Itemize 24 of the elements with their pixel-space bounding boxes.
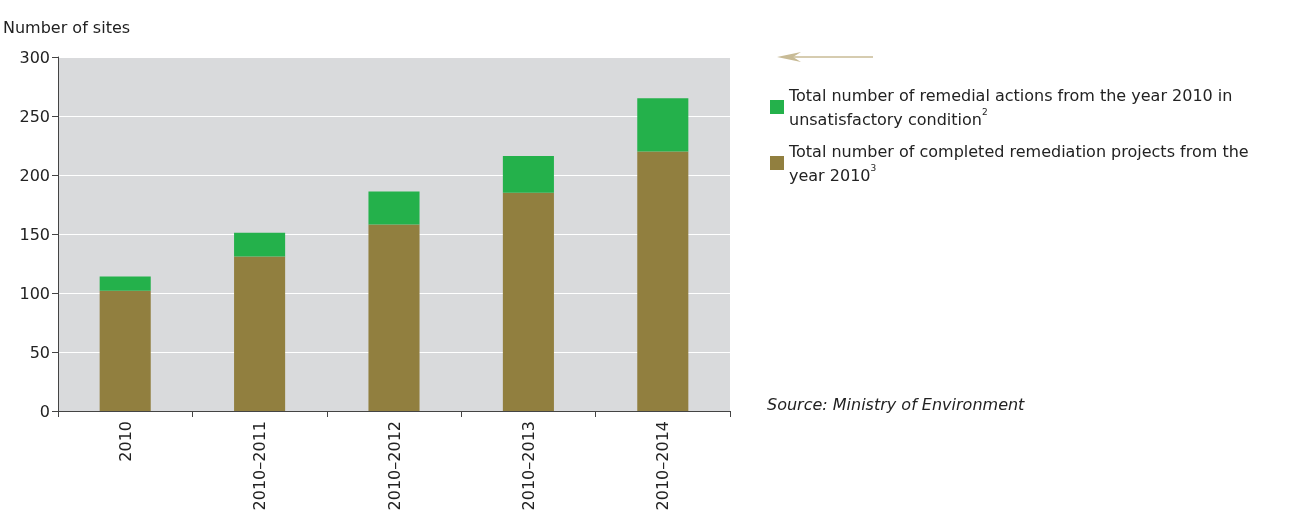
bar [502, 156, 554, 193]
source-note: Source: Ministry of Environment [767, 394, 1026, 414]
bar [99, 276, 151, 291]
y-axis-title: Number of sites [3, 17, 131, 37]
y-tick-label: 150 [19, 224, 50, 244]
y-tick-label: 250 [19, 106, 50, 126]
x-tick-label: 2010–2014 [653, 421, 673, 511]
x-tick-label: 2010–2013 [518, 421, 538, 511]
bar [234, 256, 286, 411]
y-tick-label: 0 [39, 401, 50, 421]
x-tick-label: 2010–2012 [384, 421, 404, 511]
y-tick-label: 100 [19, 283, 50, 303]
bar [368, 191, 420, 225]
y-tick-label: 200 [19, 165, 50, 185]
bar [637, 98, 689, 152]
y-tick-label: 50 [29, 342, 50, 362]
x-tick-label: 2010–2011 [250, 421, 270, 511]
x-tick-label: 2010 [115, 421, 135, 462]
bar [502, 192, 554, 411]
y-tick-label: 300 [19, 47, 50, 67]
bar [234, 232, 286, 257]
bar [368, 224, 420, 411]
bar [637, 151, 689, 411]
bar [99, 290, 151, 411]
